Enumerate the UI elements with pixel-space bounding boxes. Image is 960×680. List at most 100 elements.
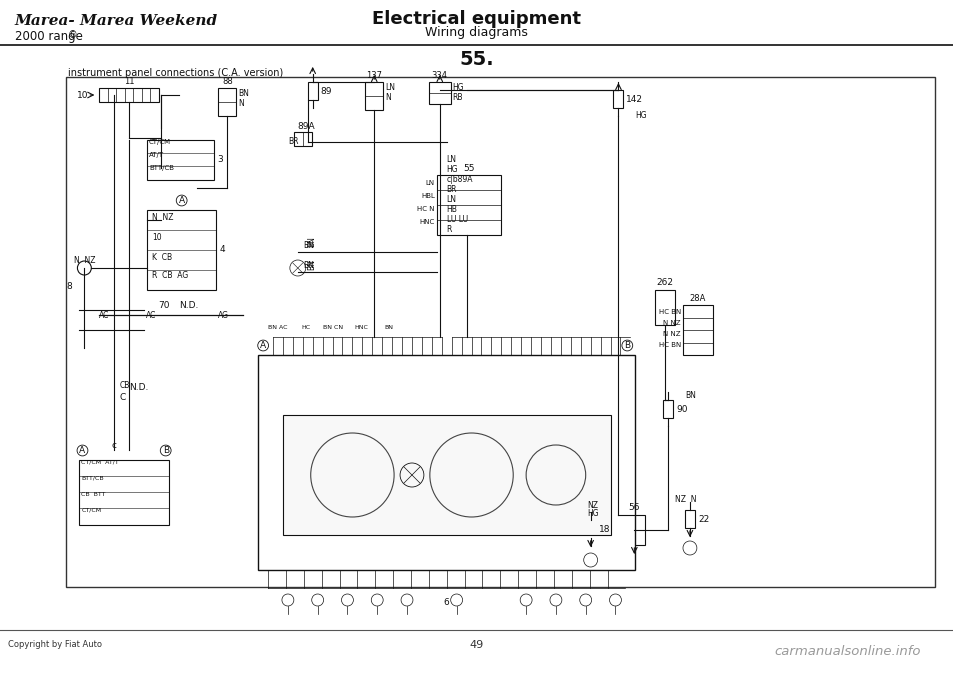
Text: 10: 10	[152, 233, 161, 242]
Text: HG: HG	[588, 509, 599, 518]
Text: BN AC: BN AC	[268, 325, 288, 330]
Text: carmanualsonline.info: carmanualsonline.info	[775, 645, 921, 658]
Text: HC BN: HC BN	[659, 309, 681, 315]
Text: CB  BTT: CB BTT	[82, 492, 106, 497]
Text: 137: 137	[367, 71, 382, 80]
Text: CB: CB	[119, 381, 130, 390]
Text: R: R	[446, 225, 452, 234]
Text: 8: 8	[66, 282, 72, 291]
Text: 2000 range: 2000 range	[15, 30, 83, 43]
Text: HG: HG	[636, 111, 647, 120]
Bar	[366, 82, 383, 110]
Text: LN: LN	[446, 195, 457, 204]
Text: instrument panel connections (C.A. version): instrument panel connections (C.A. versi…	[67, 68, 283, 78]
Text: 89A: 89A	[298, 122, 316, 131]
Bar	[613, 90, 623, 108]
Text: C: C	[119, 393, 126, 402]
Text: N: N	[238, 99, 244, 108]
Bar	[80, 460, 169, 525]
Text: Electrical equipment: Electrical equipment	[372, 10, 581, 28]
Text: c|b89A: c|b89A	[446, 175, 473, 184]
Text: Copyright by Fiat Auto: Copyright by Fiat Auto	[8, 640, 102, 649]
Text: 89: 89	[321, 86, 332, 95]
Text: K  CB: K CB	[152, 253, 172, 262]
Bar	[294, 132, 312, 146]
Text: N: N	[385, 93, 391, 102]
Text: Wiring diagrams: Wiring diagrams	[425, 26, 528, 39]
Text: BR: BR	[446, 185, 457, 194]
Bar	[685, 510, 695, 528]
Text: BR: BR	[288, 137, 299, 146]
Text: BN: BN	[308, 259, 317, 270]
Text: ©: ©	[67, 30, 77, 40]
Text: RB: RB	[453, 93, 463, 102]
Text: HG: HG	[453, 83, 465, 92]
Text: 70: 70	[158, 301, 170, 310]
Text: LN: LN	[425, 180, 435, 186]
Text: A: A	[179, 196, 184, 205]
Text: 6: 6	[444, 598, 449, 607]
Bar	[308, 82, 318, 100]
Bar	[65, 77, 935, 587]
Bar	[147, 140, 214, 180]
Text: HBL: HBL	[420, 193, 435, 199]
Bar	[99, 88, 158, 102]
Text: 262: 262	[657, 278, 674, 287]
Text: N.D.: N.D.	[179, 301, 198, 310]
Bar	[683, 305, 712, 355]
Text: 90: 90	[676, 405, 687, 413]
Text: B: B	[624, 341, 631, 350]
Text: CT/CM: CT/CM	[82, 508, 102, 513]
Text: BTT/CB: BTT/CB	[82, 476, 104, 481]
Text: BN: BN	[302, 261, 314, 270]
Text: 11: 11	[124, 77, 134, 86]
Text: Marea- Marea Weekend: Marea- Marea Weekend	[15, 14, 218, 28]
Text: HB: HB	[446, 205, 458, 214]
Text: LU LU: LU LU	[446, 215, 468, 224]
Bar	[663, 400, 673, 418]
Text: HNC: HNC	[420, 219, 435, 225]
Text: BN: BN	[238, 89, 250, 98]
Text: HC N: HC N	[418, 206, 435, 212]
Text: CT/CM  AT/T: CT/CM AT/T	[82, 460, 119, 465]
Text: BN: BN	[685, 391, 696, 400]
Text: 334: 334	[432, 71, 447, 80]
Text: LN: LN	[446, 155, 457, 164]
Text: 28A: 28A	[689, 294, 706, 303]
Text: 18: 18	[599, 524, 611, 534]
Text: R  CB  AG: R CB AG	[152, 271, 188, 280]
Text: BN: BN	[302, 241, 314, 250]
Text: N NZ: N NZ	[663, 320, 681, 326]
Text: 142: 142	[626, 95, 643, 103]
Text: AT/T: AT/T	[149, 152, 164, 158]
Bar	[283, 415, 611, 535]
Text: B: B	[162, 446, 169, 455]
Bar	[258, 355, 636, 570]
Text: AG: AG	[218, 311, 229, 320]
Text: NZ: NZ	[588, 501, 599, 510]
Text: c: c	[111, 441, 117, 450]
Text: BN: BN	[385, 325, 394, 330]
Text: HC: HC	[301, 325, 310, 330]
Text: 3: 3	[217, 156, 223, 165]
Text: 22: 22	[698, 515, 709, 524]
Bar	[655, 290, 675, 325]
Text: 4: 4	[220, 245, 225, 254]
Text: NZ  N: NZ N	[675, 495, 697, 504]
Bar	[437, 175, 501, 235]
Text: HC BN: HC BN	[659, 342, 681, 348]
Text: 56: 56	[629, 503, 640, 512]
Text: CT/CM: CT/CM	[149, 139, 171, 145]
Text: 55.: 55.	[459, 50, 493, 69]
Bar	[147, 210, 216, 290]
Text: BTT/CB: BTT/CB	[149, 165, 174, 171]
Text: HNC: HNC	[354, 325, 369, 330]
Text: A: A	[80, 446, 85, 455]
Text: AC: AC	[99, 311, 109, 320]
Text: BN CN: BN CN	[324, 325, 344, 330]
Bar	[623, 515, 645, 545]
Text: N.D.: N.D.	[129, 383, 149, 392]
Text: A: A	[260, 341, 266, 350]
Text: N  NZ: N NZ	[152, 213, 174, 222]
Text: N  NZ: N NZ	[75, 256, 96, 265]
